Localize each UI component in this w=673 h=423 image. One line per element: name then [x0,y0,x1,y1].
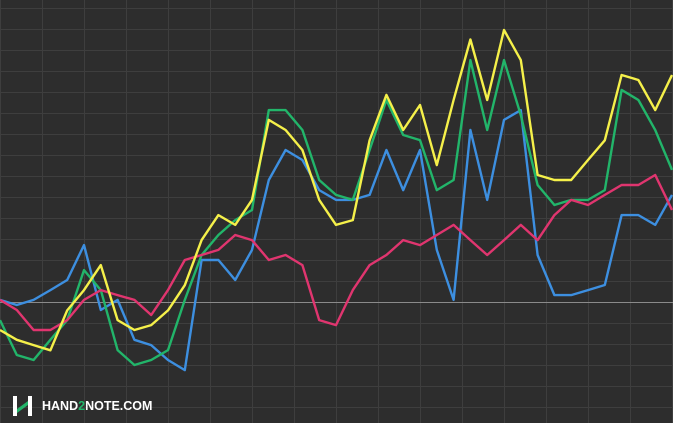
watermark-part: HAND [42,399,78,413]
series-line [0,28,673,352]
watermark: HAND2NOTE.COM [42,399,152,413]
logo-bar [13,396,17,416]
watermark-part: NOTE.COM [85,399,152,413]
logo-stroke [17,401,28,413]
logo-bar [28,396,32,416]
logo: HAND2NOTE.COM [13,396,152,416]
series-line [0,173,673,332]
lines [0,28,673,372]
watermark-part: 2 [78,399,85,413]
series-line [0,58,673,367]
